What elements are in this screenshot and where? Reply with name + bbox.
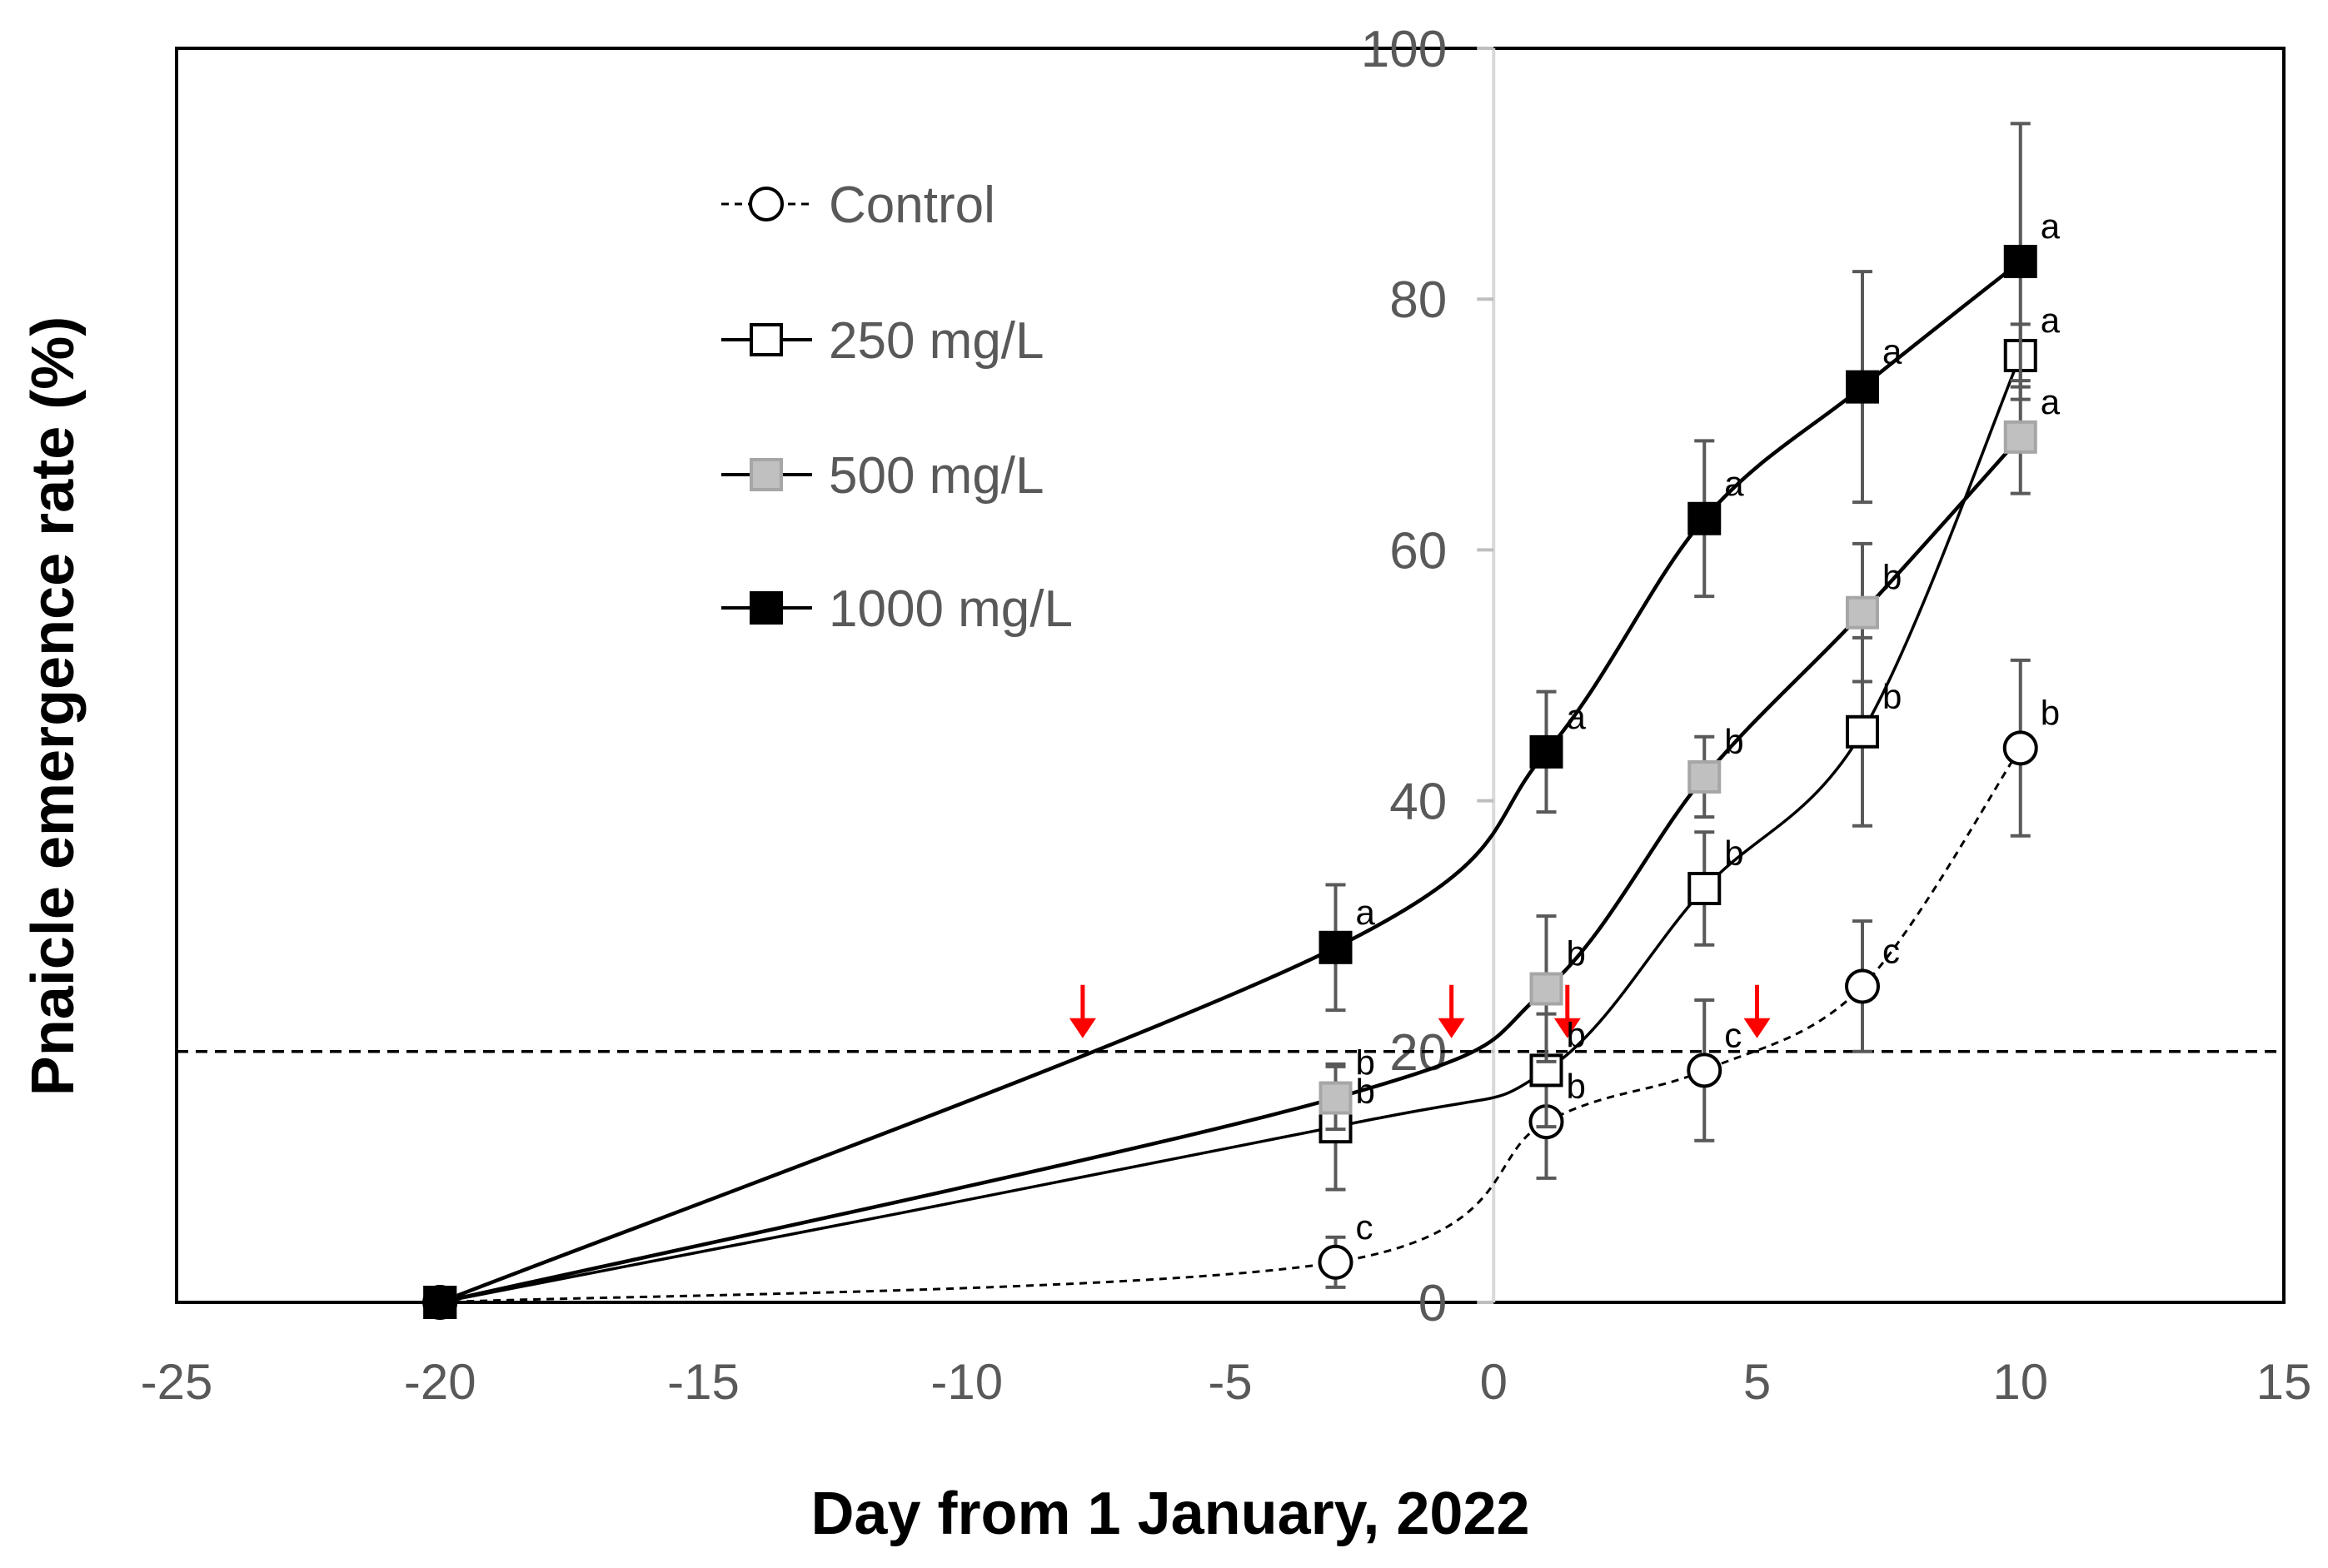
- data-point: [1687, 759, 1722, 794]
- significance-label: c: [1356, 1207, 1373, 1247]
- x-tick-label: 10: [1992, 1354, 2048, 1410]
- data-point: [1319, 930, 1353, 964]
- threshold-arrow-head: [1743, 1018, 1771, 1038]
- significance-label: a: [1356, 893, 1376, 932]
- significance-label: b: [1567, 934, 1586, 973]
- data-point: [1845, 968, 1880, 1004]
- legend: Control 250 mg/L 500 mg/L 1000 mg/L: [721, 177, 1073, 638]
- significance-label: a: [1882, 332, 1902, 371]
- data-point: [1529, 734, 1563, 769]
- legend-marker-2: [750, 458, 783, 491]
- significance-label: c: [1882, 931, 1900, 970]
- data-point: [1529, 972, 1563, 1006]
- data-point: [1687, 1053, 1722, 1088]
- significance-label: a: [2041, 382, 2061, 421]
- x-tick-label: -5: [1208, 1354, 1252, 1410]
- y-tick-label: 100: [1361, 21, 1447, 78]
- x-tick-label: -15: [667, 1354, 740, 1410]
- significance-label: b: [1724, 834, 1743, 873]
- y-tick-label: 0: [1418, 1275, 1447, 1332]
- y-tick-label: 80: [1389, 271, 1447, 329]
- y-tick-label: 60: [1389, 522, 1447, 580]
- data-point: [1846, 595, 1879, 630]
- legend-marker-1: [750, 323, 783, 356]
- x-tick-label: 15: [2256, 1354, 2312, 1410]
- significance-label: b: [1356, 1043, 1375, 1083]
- x-tick-label: -10: [930, 1354, 1003, 1410]
- threshold-layer: [177, 984, 2284, 1053]
- significance-label: b: [1567, 1067, 1586, 1106]
- x-axis-title: Day from 1 January, 2022: [810, 1481, 1529, 1547]
- series-line-1: [439, 355, 2022, 1304]
- x-tick-label: -20: [404, 1354, 476, 1410]
- x-tick-label: 0: [1480, 1354, 1508, 1410]
- legend-marker-3: [750, 591, 783, 625]
- legend-label-0: Control: [829, 177, 995, 234]
- data-point: [2003, 245, 2037, 279]
- data-point: [422, 1285, 458, 1320]
- series-line-0: [440, 747, 2022, 1304]
- legend-label-1: 250 mg/L: [829, 312, 1044, 370]
- data-point: [1687, 872, 1722, 906]
- significance-label: c: [1724, 1015, 1742, 1054]
- data-point: [1318, 1244, 1353, 1280]
- threshold-arrow-head: [1438, 1018, 1465, 1038]
- y-tick-label: 40: [1389, 774, 1447, 831]
- data-point: [2002, 730, 2038, 766]
- plot-frame: [175, 47, 2286, 1304]
- data-point: [1319, 1081, 1353, 1115]
- legend-label-3: 1000 mg/L: [829, 580, 1073, 638]
- threshold-arrow-head: [1069, 1018, 1096, 1038]
- significance-label: b: [1567, 1015, 1586, 1054]
- significance-label: b: [1882, 677, 1902, 716]
- significance-label: a: [1724, 464, 1744, 503]
- series-line-2: [439, 436, 2022, 1305]
- threshold-arrow-head: [1553, 1018, 1581, 1038]
- significance-label: a: [1567, 697, 1587, 736]
- significance-label: b: [1724, 722, 1743, 761]
- data-point: [1846, 714, 1879, 749]
- data-point: [1846, 370, 1879, 404]
- significance-label: b: [1356, 1072, 1375, 1111]
- significance-label: b: [2041, 693, 2060, 732]
- data-point: [1687, 501, 1722, 535]
- legend-label-2: 500 mg/L: [829, 447, 1044, 505]
- significance-label: a: [2041, 207, 2061, 246]
- legend-marker-0: [749, 187, 784, 222]
- significance-label: a: [2041, 301, 2061, 340]
- x-tick-label: -25: [141, 1354, 213, 1410]
- y-axis-title: Pnaicle emergence rate (%): [20, 316, 87, 1096]
- data-point: [2003, 420, 2037, 454]
- x-tick-label: 5: [1743, 1354, 1771, 1410]
- significance-label: b: [1882, 558, 1902, 597]
